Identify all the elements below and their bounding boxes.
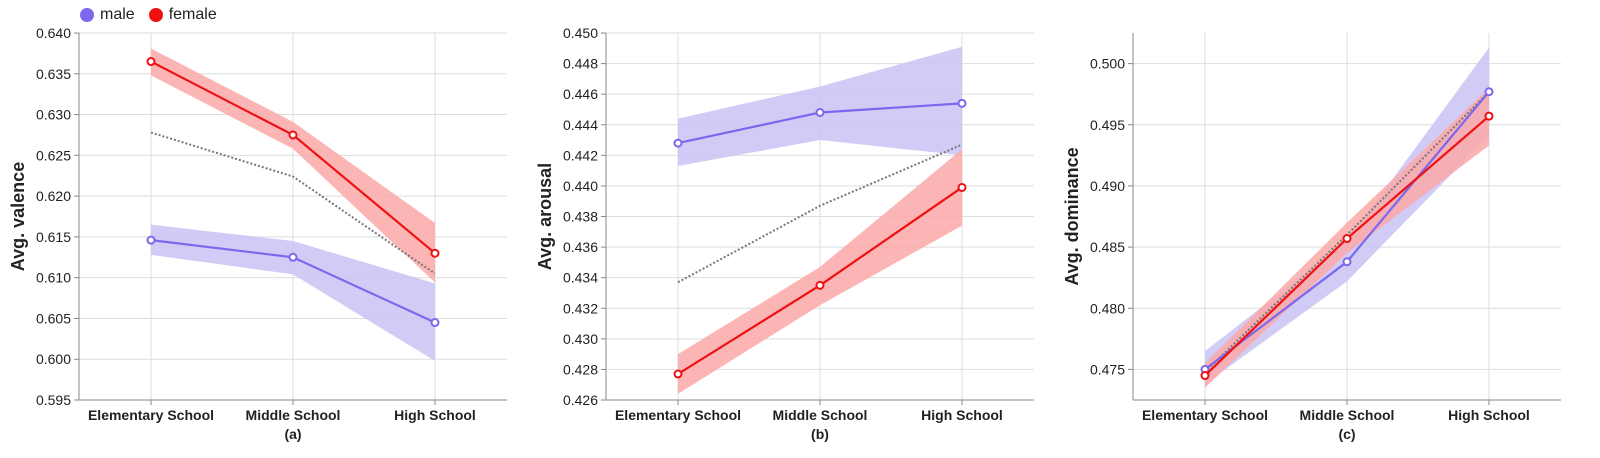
y-tick-label: 0.448 — [563, 56, 598, 72]
data-point-female — [673, 369, 683, 379]
x-tick-label: High School — [1448, 407, 1530, 423]
y-tick-label: 0.438 — [563, 209, 598, 225]
x-tick-label: High School — [921, 407, 1003, 423]
legend-label-male: male — [100, 6, 135, 23]
y-tick-label: 0.442 — [563, 147, 598, 163]
y-tick-label: 0.446 — [563, 86, 598, 102]
y-tick-label: 0.436 — [563, 239, 598, 255]
legend-item-female: female — [148, 6, 217, 24]
confidence-band-male — [678, 46, 962, 167]
y-tick-label: 0.480 — [1090, 300, 1125, 316]
x-tick-label: Elementary School — [615, 407, 741, 423]
y-tick-label: 0.434 — [563, 270, 598, 286]
y-tick-label: 0.444 — [563, 117, 598, 133]
y-tick-label: 0.426 — [563, 392, 598, 408]
data-point-male — [430, 318, 440, 328]
y-tick-label: 0.620 — [36, 188, 71, 204]
y-tick-label: 0.440 — [563, 178, 598, 194]
data-point-male — [957, 98, 967, 108]
legend-item-male: male — [80, 6, 135, 24]
x-tick-label: Elementary School — [88, 407, 214, 423]
y-tick-label: 0.600 — [36, 351, 71, 367]
overall-dotted-line — [677, 143, 963, 284]
data-point-male — [815, 108, 825, 118]
y-tick-label: 0.595 — [36, 392, 71, 408]
legend-swatch-male — [80, 8, 94, 22]
y-tick-label: 0.630 — [36, 107, 71, 123]
legend-swatch-female — [148, 8, 163, 22]
y-tick-label: 0.615 — [36, 229, 71, 245]
x-tick-label: Middle School — [1300, 407, 1395, 423]
y-tick-label: 0.500 — [1090, 56, 1125, 72]
y-tick-label: 0.495 — [1090, 117, 1125, 133]
legend-label-female: female — [168, 6, 217, 23]
y-tick-label: 0.432 — [563, 300, 598, 316]
data-point-female — [146, 57, 156, 67]
y-axis-label: Avg. arousal — [535, 163, 555, 270]
y-tick-label: 0.430 — [563, 331, 598, 347]
y-tick-label: 0.605 — [36, 310, 71, 326]
data-point-male — [1484, 87, 1494, 97]
legend: male female — [80, 4, 217, 26]
data-point-male — [146, 235, 156, 245]
y-tick-label: 0.625 — [36, 147, 71, 163]
x-axis-label: (b) — [811, 426, 829, 442]
data-point-female — [430, 248, 440, 258]
x-axis-label: (c) — [1338, 426, 1355, 442]
confidence-band-female — [678, 149, 962, 394]
y-tick-label: 0.485 — [1090, 239, 1125, 255]
y-tick-label: 0.610 — [36, 270, 71, 286]
overall-dotted-line — [150, 131, 436, 275]
y-tick-label: 0.490 — [1090, 178, 1125, 194]
data-point-female — [815, 280, 825, 290]
x-tick-label: Middle School — [773, 407, 868, 423]
chart-panel-1: 0.595 0.600 0.605 0.610 0.615 0.620 0.625 0.630… — [8, 25, 507, 442]
x-tick-label: Middle School — [246, 407, 341, 423]
data-point-female — [1200, 371, 1210, 381]
data-point-female — [957, 182, 967, 192]
data-point-male — [673, 138, 683, 148]
y-tick-label: 0.428 — [563, 361, 598, 377]
y-tick-label: 0.640 — [36, 25, 71, 41]
y-axis-label: Avg. valence — [8, 162, 28, 271]
chart-panel-3: 0.475 0.480 0.485 0.490 0.495 0.500 Elementary… — [1062, 33, 1561, 442]
confidence-band-male — [151, 224, 435, 361]
y-tick-label: 0.475 — [1090, 361, 1125, 377]
data-point-female — [1484, 111, 1494, 121]
x-tick-label: High School — [394, 407, 476, 423]
y-tick-label: 0.635 — [36, 66, 71, 82]
data-point-female — [288, 130, 298, 140]
data-point-male — [1342, 257, 1352, 267]
confidence-band-female — [151, 48, 435, 283]
y-tick-label: 0.450 — [563, 25, 598, 41]
data-point-female — [1342, 234, 1352, 244]
x-axis-label: (a) — [284, 426, 301, 442]
y-axis-label: Avg. dominance — [1062, 147, 1082, 285]
chart-panel-2: 0.426 0.428 0.430 0.432 0.434 0.436 0.438 0.440… — [535, 25, 1034, 442]
x-tick-label: Elementary School — [1142, 407, 1268, 423]
data-point-male — [288, 252, 298, 262]
